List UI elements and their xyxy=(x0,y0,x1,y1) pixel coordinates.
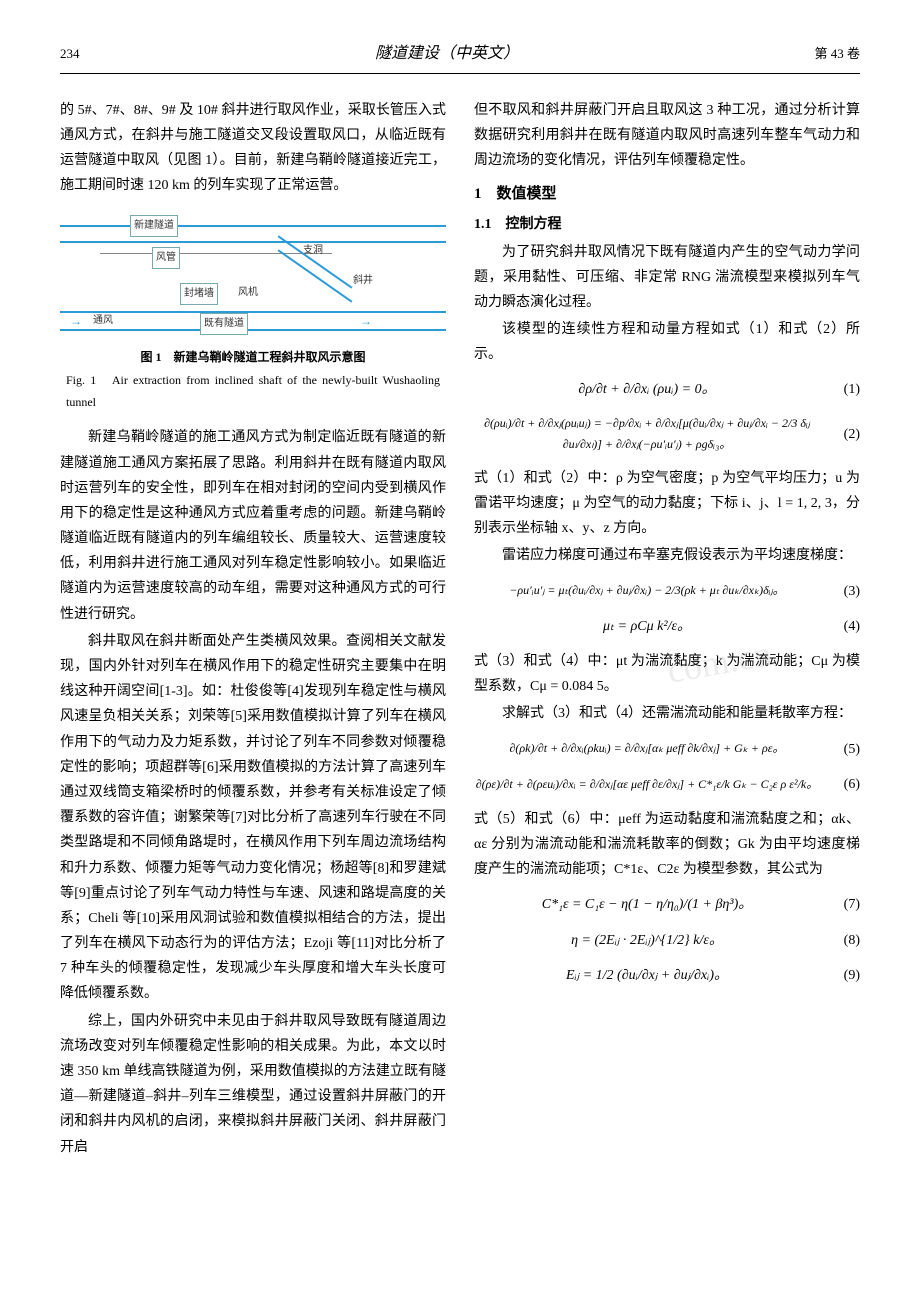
right-p3: 该模型的连续性方程和动量方程如式（1）和式（2）所示。 xyxy=(474,317,860,367)
right-p7: 求解式（3）和式（4）还需湍流动能和能量耗散率方程： xyxy=(474,701,860,726)
right-p4: 式（1）和式（2）中：ρ 为空气密度；p 为空气平均压力；u 为雷诺平均速度；μ… xyxy=(474,466,860,542)
page-container: 234 隧道建设（中英文） 第 43 卷 的 5#、7#、8#、9# 及 10#… xyxy=(0,0,920,1202)
equation-1: ∂ρ/∂t + ∂/∂xᵢ (ρuᵢ) = 0。 (1) xyxy=(474,377,860,402)
flow-arrow-icon: → xyxy=(360,311,372,333)
left-p1: 的 5#、7#、8#、9# 及 10# 斜井进行取风作业，采取长管压入式通风方式… xyxy=(60,98,446,199)
figure-1-caption-cn: 图 1 新建乌鞘岭隧道工程斜井取风示意图 xyxy=(60,347,446,369)
section-1-1-heading: 1.1 控制方程 xyxy=(474,212,860,237)
label-duct: 风管 xyxy=(152,247,180,269)
right-p5: 雷诺应力梯度可通过布辛塞克假设表示为平均速度梯度： xyxy=(474,543,860,568)
right-p1: 但不取风和斜井屏蔽门开启且取风这 3 种工况，通过分析计算数据研究利用斜井在既有… xyxy=(474,98,860,174)
equation-7-num: (7) xyxy=(820,892,860,917)
label-existing-tunnel: 既有隧道 xyxy=(200,313,248,335)
right-p2: 为了研究斜井取风情况下既有隧道内产生的空气动力学问题，采用黏性、可压缩、非定常 … xyxy=(474,240,860,316)
figure-1-caption-en: Fig. 1 Air extraction from inclined shaf… xyxy=(60,370,446,413)
figure-1-caption-en-label: Fig. 1 xyxy=(66,373,96,387)
equation-6: ∂(ρε)/∂t + ∂(ρεuᵢ)/∂xᵢ = ∂/∂xⱼ[αε μeff ∂… xyxy=(474,772,860,797)
equation-3: −ρu′ᵢu′ⱼ = μₜ(∂uᵢ/∂xⱼ + ∂uⱼ/∂xᵢ) − 2/3(ρ… xyxy=(474,579,860,604)
section-1-heading: 1 数值模型 xyxy=(474,181,860,208)
right-column: com.cn 但不取风和斜井屏蔽门开启且取风这 3 种工况，通过分析计算数据研究… xyxy=(474,98,860,1162)
running-header: 234 隧道建设（中英文） 第 43 卷 xyxy=(60,40,860,74)
equation-6-num: (6) xyxy=(820,772,860,797)
label-shaft: 斜井 xyxy=(350,271,376,291)
equation-2: ∂(ρuᵢ)/∂t + ∂/∂xⱼ(ρuᵢuⱼ) = −∂p/∂xᵢ + ∂/∂… xyxy=(474,413,860,456)
equation-7-body: C*₁ε = C₁ε − η(1 − η/η₀)/(1 + βη³)。 xyxy=(474,892,820,917)
equation-3-body: −ρu′ᵢu′ⱼ = μₜ(∂uᵢ/∂xⱼ + ∂uⱼ/∂xᵢ) − 2/3(ρ… xyxy=(474,580,820,602)
journal-title: 隧道建设（中英文） xyxy=(375,40,519,69)
page-number: 234 xyxy=(60,42,80,65)
equation-4: μₜ = ρCμ k²/ε。 (4) xyxy=(474,614,860,639)
right-p6: 式（3）和式（4）中：μt 为湍流黏度；k 为湍流动能；Cμ 为模型系数，Cμ … xyxy=(474,649,860,699)
equation-2-num: (2) xyxy=(820,422,860,447)
equation-1-num: (1) xyxy=(820,377,860,402)
equation-2-body: ∂(ρuᵢ)/∂t + ∂/∂xⱼ(ρuᵢuⱼ) = −∂p/∂xᵢ + ∂/∂… xyxy=(474,413,820,456)
label-support: 支洞 xyxy=(300,241,326,261)
equation-8-num: (8) xyxy=(820,928,860,953)
equation-8: η = (2Eᵢⱼ · 2Eᵢⱼ)^{1/2} k/ε。 (8) xyxy=(474,928,860,953)
label-fan: 风机 xyxy=(235,283,261,303)
left-column: 的 5#、7#、8#、9# 及 10# 斜井进行取风作业，采取长管压入式通风方式… xyxy=(60,98,446,1162)
equation-5-num: (5) xyxy=(820,737,860,762)
left-p2: 新建乌鞘岭隧道的施工通风方式为制定临近既有隧道的新建隧道施工通风方案拓展了思路。… xyxy=(60,425,446,627)
label-seal-wall: 封堵墙 xyxy=(180,283,218,305)
equation-9-num: (9) xyxy=(820,963,860,988)
figure-1-caption-en-text: Air extraction from inclined shaft of th… xyxy=(66,373,440,409)
figure-1-diagram: 新建隧道 风管 支洞 斜井 封堵墙 风机 通风 既有隧道 xyxy=(60,211,446,341)
left-p3: 斜井取风在斜井断面处产生类横风效果。查阅相关文献发现，国内外针对列车在横风作用下… xyxy=(60,629,446,1007)
equation-5-body: ∂(ρk)/∂t + ∂/∂xᵢ(ρkuᵢ) = ∂/∂xⱼ[αₖ μeff ∂… xyxy=(474,738,820,760)
equation-5: ∂(ρk)/∂t + ∂/∂xᵢ(ρkuᵢ) = ∂/∂xⱼ[αₖ μeff ∂… xyxy=(474,737,860,762)
equation-6-body: ∂(ρε)/∂t + ∂(ρεuᵢ)/∂xᵢ = ∂/∂xⱼ[αε μeff ∂… xyxy=(474,774,820,796)
label-new-tunnel: 新建隧道 xyxy=(130,215,178,237)
equation-9-body: Eᵢⱼ = 1/2 (∂uᵢ/∂xⱼ + ∂uⱼ/∂xᵢ)。 xyxy=(474,963,820,988)
equation-4-body: μₜ = ρCμ k²/ε。 xyxy=(474,614,820,639)
equation-7: C*₁ε = C₁ε − η(1 − η/η₀)/(1 + βη³)。 (7) xyxy=(474,892,860,917)
equation-4-num: (4) xyxy=(820,614,860,639)
volume-label: 第 43 卷 xyxy=(814,42,860,65)
equation-9: Eᵢⱼ = 1/2 (∂uᵢ/∂xⱼ + ∂uⱼ/∂xᵢ)。 (9) xyxy=(474,963,860,988)
equation-3-num: (3) xyxy=(820,579,860,604)
two-column-layout: 的 5#、7#、8#、9# 及 10# 斜井进行取风作业，采取长管压入式通风方式… xyxy=(60,98,860,1162)
right-p8: 式（5）和式（6）中：μeff 为运动黏度和湍流黏度之和；αk、αε 分别为湍流… xyxy=(474,807,860,883)
left-p4: 综上，国内外研究中未见由于斜井取风导致既有隧道周边流场改变对列车倾覆稳定性影响的… xyxy=(60,1009,446,1160)
equation-8-body: η = (2Eᵢⱼ · 2Eᵢⱼ)^{1/2} k/ε。 xyxy=(474,928,820,953)
equation-1-body: ∂ρ/∂t + ∂/∂xᵢ (ρuᵢ) = 0。 xyxy=(474,377,820,402)
flow-arrow-icon: → xyxy=(70,311,82,333)
figure-1: 新建隧道 风管 支洞 斜井 封堵墙 风机 通风 既有隧道 xyxy=(60,211,446,414)
label-ventilation: 通风 xyxy=(90,311,116,331)
